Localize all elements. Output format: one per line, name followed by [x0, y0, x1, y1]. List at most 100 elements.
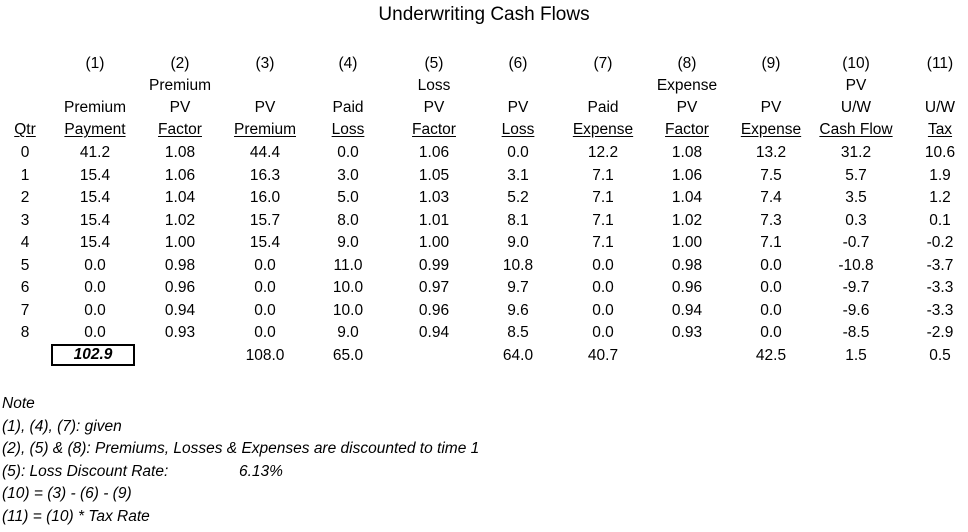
table-cell: 0.0 [337, 144, 359, 161]
total-premium-box: 102.9 [51, 344, 135, 366]
column-header: Payment [64, 121, 126, 138]
column-header: Expense [656, 77, 718, 94]
table-cell: 0.3 [845, 211, 867, 229]
column-number: (10) [842, 55, 870, 72]
table-cell: 16.0 [249, 189, 281, 206]
table-cell: 15.4 [79, 234, 111, 251]
table-cell: 0.0 [760, 301, 782, 319]
table-cell: 15.7 [249, 211, 281, 229]
table-cell: 5.0 [337, 189, 359, 206]
column-header: Qtr [14, 121, 36, 138]
total-cell: 64.0 [502, 347, 534, 364]
table-cell: 0.98 [671, 256, 703, 274]
table-cell: 7.1 [592, 234, 614, 251]
table-cell: -3.7 [926, 256, 954, 274]
table-cell: 0.0 [592, 279, 614, 296]
table-cell: 0.0 [254, 301, 276, 319]
table-cell: 7.4 [760, 189, 782, 206]
note-line: (5): Loss Discount Rate: [2, 462, 169, 480]
table-cell: 8.1 [507, 211, 529, 229]
table-cell: 15.4 [79, 189, 111, 206]
column-number: (11) [926, 55, 954, 72]
column-number: (2) [170, 55, 190, 72]
table-cell: 44.4 [249, 144, 281, 161]
table-cell: 7.1 [760, 234, 782, 251]
table-cell: 9.0 [337, 234, 359, 251]
column-header: PV [254, 99, 276, 116]
table-cell: 0.0 [84, 279, 106, 296]
table-cell: 0.0 [592, 256, 614, 274]
table-cell: 1.06 [418, 144, 450, 161]
column-header: Expense [740, 121, 802, 138]
note-line: (10) = (3) - (6) - (9) [2, 485, 132, 502]
page-title: Underwriting Cash Flows [378, 4, 590, 25]
table-cell: 1.00 [164, 234, 196, 251]
column-header: Premium [233, 121, 296, 138]
quarter-cell: 7 [20, 301, 30, 319]
table-cell: 5.2 [507, 189, 529, 206]
column-header: Cash Flow [819, 121, 893, 138]
table-cell: 0.0 [254, 324, 276, 341]
quarter-cell: 5 [20, 256, 30, 274]
column-header: Tax [927, 121, 953, 138]
table-cell: 7.1 [592, 166, 614, 184]
column-header: Factor [158, 121, 202, 138]
table-cell: 8.5 [507, 324, 529, 341]
table-cell: 0.0 [507, 144, 529, 161]
table-cell: -10.8 [838, 256, 874, 274]
quarter-cell: 0 [20, 144, 30, 161]
table-cell: 0.98 [164, 256, 196, 274]
quarter-cell: 1 [20, 166, 30, 184]
table-cell: -9.7 [842, 279, 870, 296]
quarter-cell: 2 [20, 189, 30, 206]
column-header: Expense [572, 121, 634, 138]
table-cell: -9.6 [842, 301, 870, 319]
table-cell: 0.94 [164, 301, 196, 319]
table-cell: 1.00 [671, 234, 703, 251]
table-cell: -0.7 [842, 234, 870, 251]
table-cell: 9.6 [507, 301, 529, 319]
table-cell: 1.08 [671, 144, 703, 161]
table-cell: 0.97 [418, 279, 450, 296]
quarter-cell: 4 [20, 234, 30, 251]
column-header: Factor [412, 121, 456, 138]
table-cell: 13.2 [755, 144, 787, 161]
table-cell: 0.96 [671, 279, 703, 296]
table-cell: 0.93 [164, 324, 196, 341]
column-header: PV [760, 99, 782, 116]
table-cell: 11.0 [333, 256, 363, 274]
total-cell: 65.0 [332, 347, 364, 364]
table-cell: 0.0 [84, 324, 106, 341]
total-cell: 108.0 [245, 347, 285, 364]
column-header: PV [169, 99, 191, 116]
table-cell: 7.5 [760, 166, 782, 184]
table-cell: 7.3 [760, 211, 782, 229]
table-cell: 1.00 [418, 234, 450, 251]
table-cell: 0.96 [164, 279, 196, 296]
table-cell: -8.5 [842, 324, 870, 341]
quarter-cell: 3 [20, 211, 30, 229]
total-cell: 1.5 [845, 347, 867, 364]
table-cell: 7.1 [592, 189, 614, 206]
table-cell: -3.3 [926, 301, 954, 319]
table-cell: 0.94 [418, 324, 450, 341]
column-header: Loss [331, 121, 365, 138]
table-cell: 15.4 [79, 211, 111, 229]
table-cell: 1.05 [418, 166, 450, 184]
table-cell: 9.0 [507, 234, 529, 251]
table-cell: -0.2 [926, 234, 954, 251]
note-line: (2), (5) & (8): Premiums, Losses & Expen… [2, 440, 480, 457]
column-header: Premium [148, 77, 211, 94]
table-cell: 0.93 [671, 324, 703, 341]
table-cell: 0.0 [760, 324, 782, 341]
column-number: (9) [761, 55, 781, 72]
table-cell: 0.96 [418, 301, 450, 319]
table-cell: 0.0 [84, 256, 106, 274]
table-cell: 1.06 [164, 166, 196, 184]
column-number: (5) [424, 55, 444, 72]
table-cell: 0.0 [254, 256, 276, 274]
table-cell: 16.3 [249, 166, 281, 184]
table-cell: 0.0 [592, 301, 614, 319]
loss-discount-rate-value: 6.13% [239, 462, 283, 480]
column-header: Paid [332, 99, 364, 116]
